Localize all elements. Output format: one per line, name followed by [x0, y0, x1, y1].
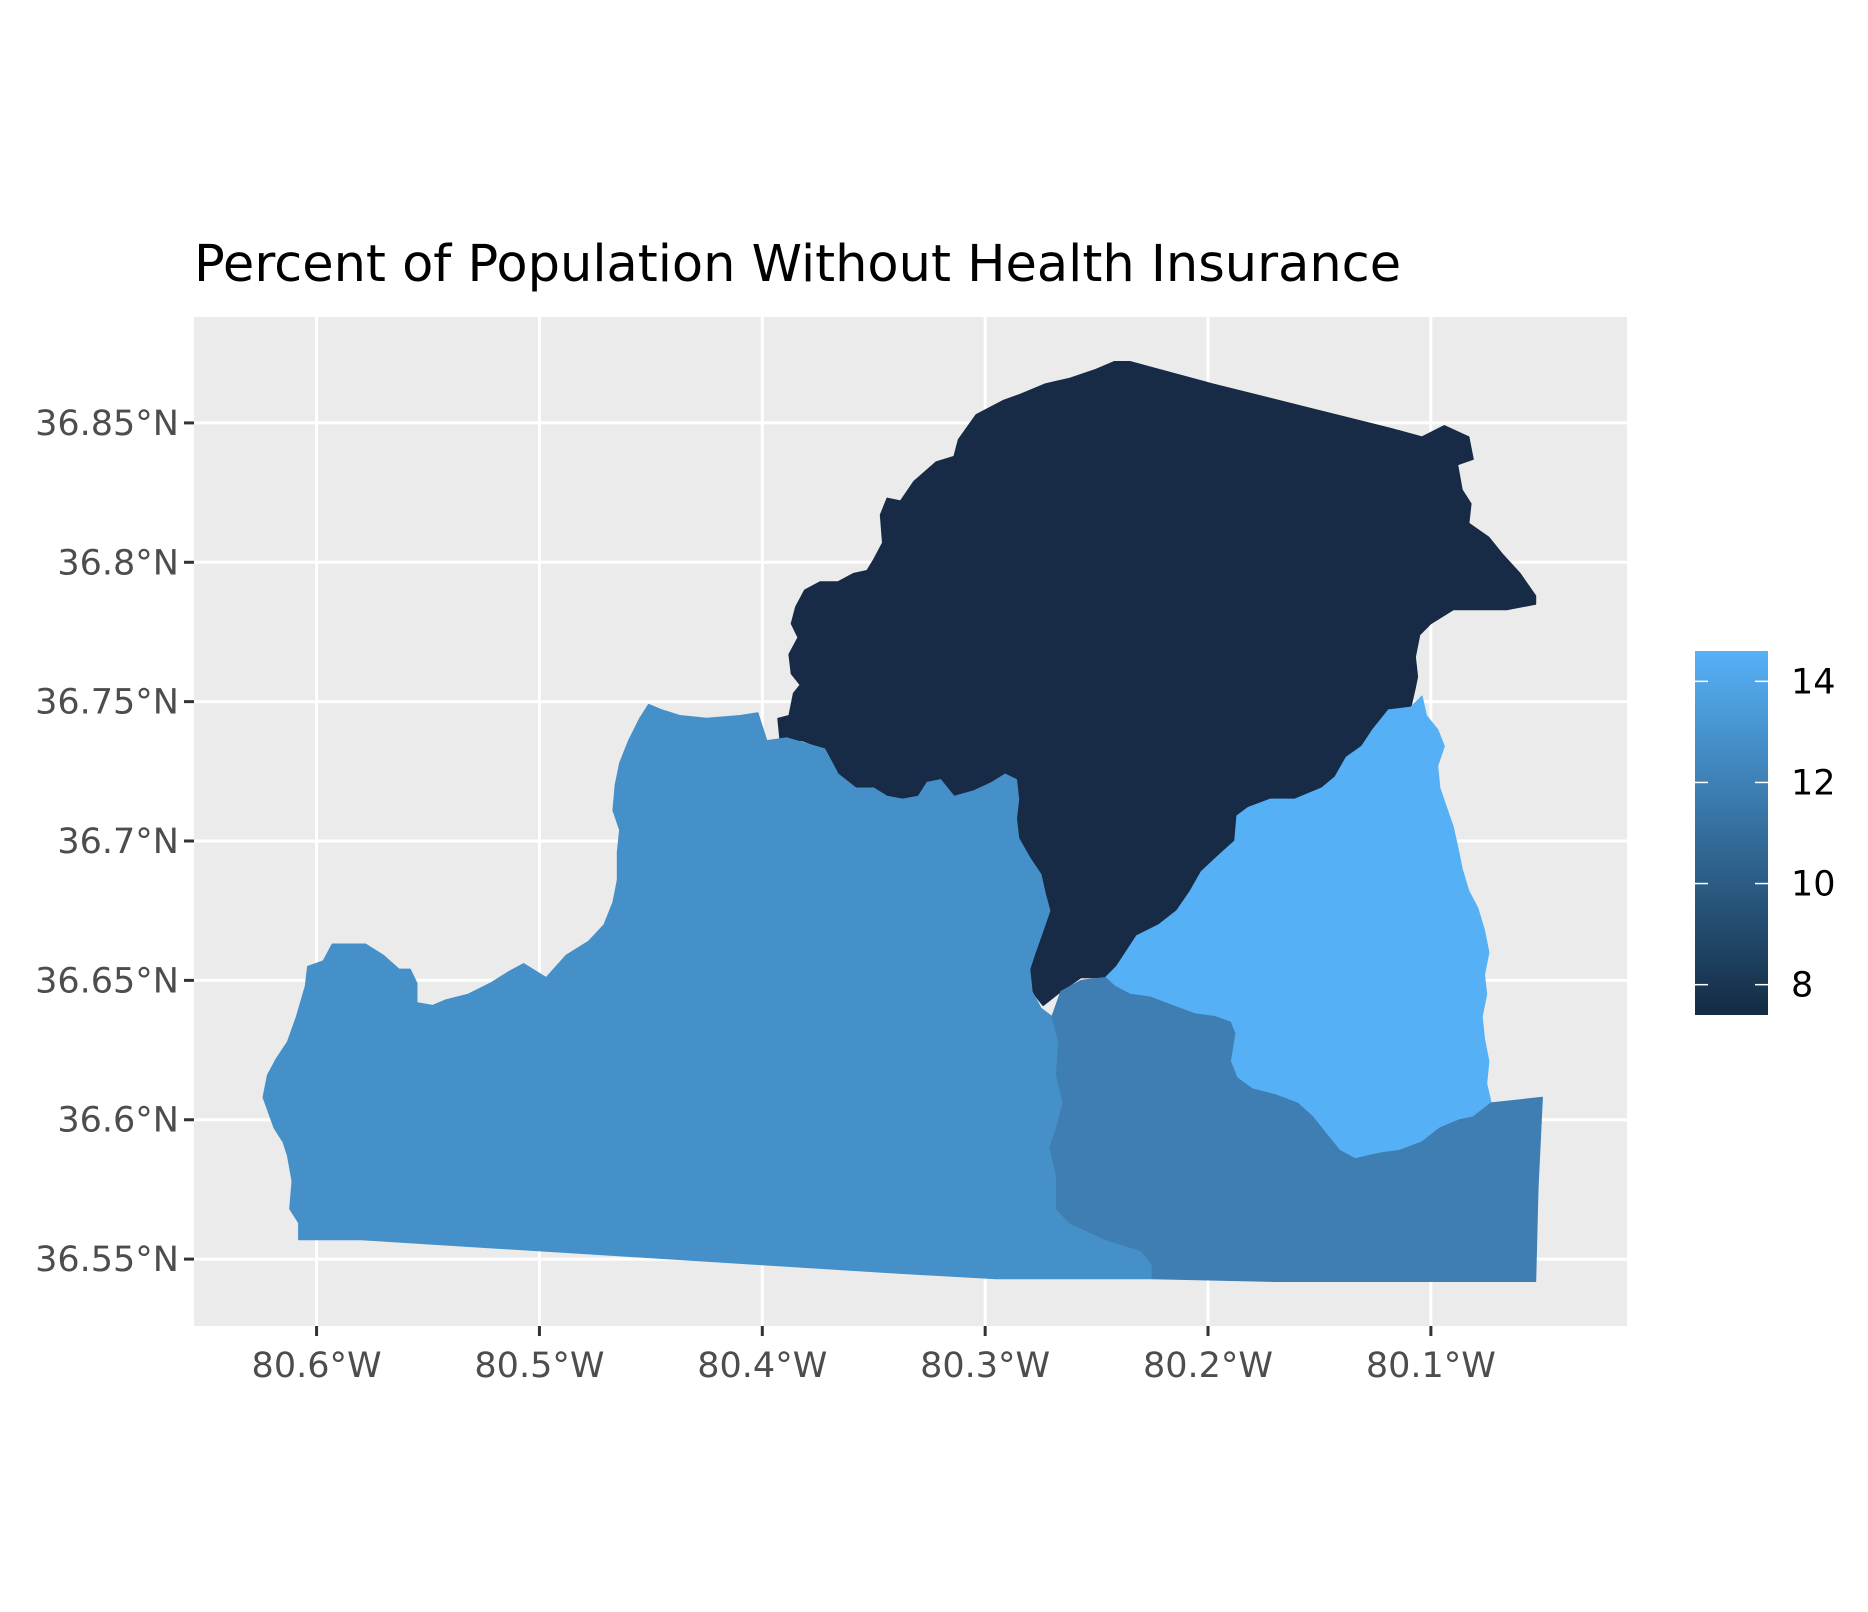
legend-colorbar	[1695, 651, 1768, 1015]
y-tick-label-1: 36.6°N	[57, 1101, 179, 1141]
y-tick-label-3: 36.7°N	[57, 822, 179, 862]
x-tick-label-0: 80.6°W	[252, 1346, 382, 1386]
x-tick-label-3: 80.3°W	[920, 1346, 1050, 1386]
x-tick-label-2: 80.4°W	[697, 1346, 827, 1386]
chart-title: Percent of Population Without Health Ins…	[194, 235, 1401, 294]
y-tick-label-4: 36.75°N	[35, 683, 179, 723]
plot-panel	[194, 317, 1627, 1326]
legend-label-2: 12	[1791, 763, 1836, 803]
y-tick-label-2: 36.65°N	[35, 961, 179, 1001]
region-4	[1049, 977, 1543, 1282]
legend-label-3: 14	[1791, 662, 1836, 702]
legend-label-0: 8	[1791, 966, 1813, 1006]
y-tick-label-0: 36.55°N	[35, 1240, 179, 1280]
x-axis: 80.6°W 80.5°W 80.4°W 80.3°W 80.2°W 80.1°W	[252, 1326, 1496, 1386]
color-legend: 8 10 12 14	[1695, 651, 1836, 1015]
legend-ticks: 8 10 12 14	[1695, 662, 1836, 1006]
x-tick-label-1: 80.5°W	[474, 1346, 604, 1386]
y-axis: 36.55°N 36.6°N 36.65°N 36.7°N 36.75°N 36.8°N 3…	[35, 404, 194, 1280]
legend-label-1: 10	[1791, 865, 1836, 905]
x-tick-label-5: 80.1°W	[1366, 1346, 1496, 1386]
x-tick-label-4: 80.2°W	[1143, 1346, 1273, 1386]
map-regions	[262, 361, 1543, 1282]
y-tick-label-5: 36.8°N	[57, 543, 179, 583]
y-tick-label-6: 36.85°N	[35, 404, 179, 444]
